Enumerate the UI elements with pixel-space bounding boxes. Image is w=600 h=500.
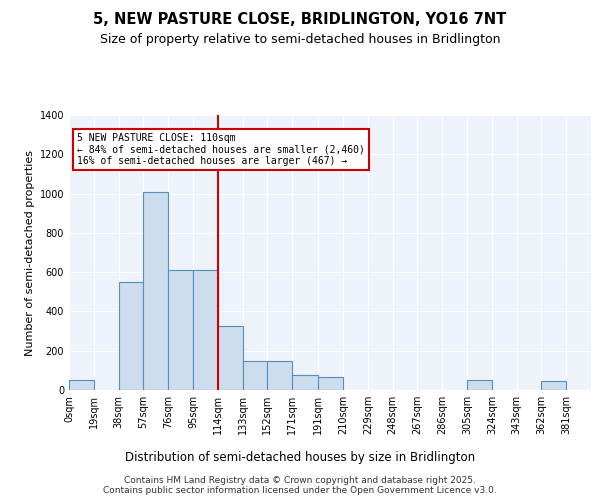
Bar [318,377,343,390]
Bar [218,326,242,390]
Bar [69,380,94,390]
Bar [242,360,268,390]
Bar [143,192,168,390]
Text: 5 NEW PASTURE CLOSE: 110sqm
← 84% of semi-detached houses are smaller (2,460)
16: 5 NEW PASTURE CLOSE: 110sqm ← 84% of sem… [77,132,365,166]
Text: 5, NEW PASTURE CLOSE, BRIDLINGTON, YO16 7NT: 5, NEW PASTURE CLOSE, BRIDLINGTON, YO16 … [94,12,506,28]
Y-axis label: Number of semi-detached properties: Number of semi-detached properties [25,150,35,356]
Bar [119,282,143,390]
Text: Contains HM Land Registry data © Crown copyright and database right 2025.
Contai: Contains HM Land Registry data © Crown c… [103,476,497,495]
Text: Distribution of semi-detached houses by size in Bridlington: Distribution of semi-detached houses by … [125,451,475,464]
Bar [268,360,292,390]
Bar [292,376,318,390]
Text: Size of property relative to semi-detached houses in Bridlington: Size of property relative to semi-detach… [100,32,500,46]
Bar [467,380,492,390]
Bar [541,381,566,390]
Bar [193,270,218,390]
Bar [168,270,193,390]
